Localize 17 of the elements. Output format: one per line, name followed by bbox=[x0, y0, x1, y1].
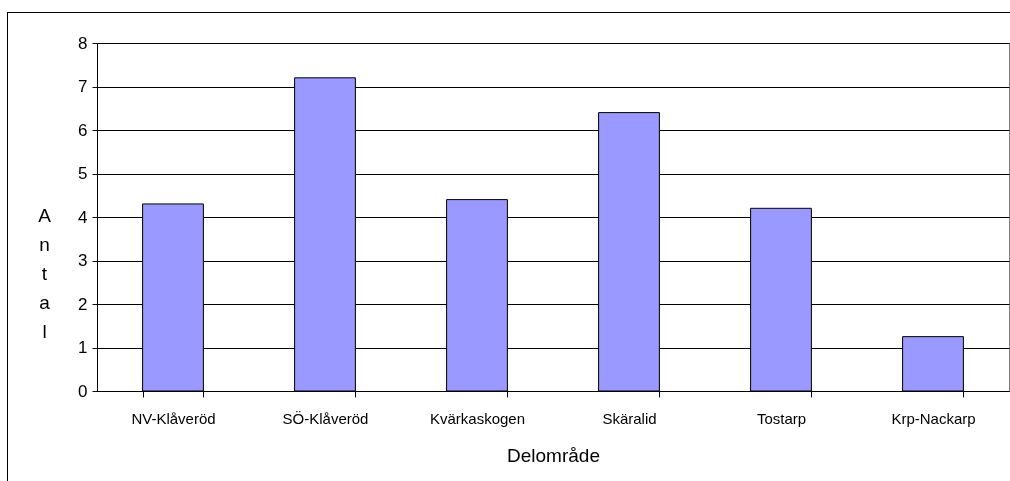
x-axis-title: Delområde bbox=[507, 444, 600, 466]
y-tick-label: 8 bbox=[78, 33, 88, 53]
y-axis-title: Antal bbox=[38, 204, 52, 342]
x-tick-label: NV-Klåveröd bbox=[131, 409, 216, 427]
y-tick-label: 0 bbox=[78, 381, 88, 401]
y-tick-label: 5 bbox=[78, 164, 88, 183]
y-tick-label: 4 bbox=[78, 207, 88, 227]
y-tick-label: 2 bbox=[78, 294, 88, 314]
x-tick-label: Krp-Nackarp bbox=[891, 409, 976, 427]
x-tick-label: Skäralid bbox=[602, 409, 657, 427]
x-tick-label: Tostarp bbox=[756, 409, 807, 427]
y-tick-label: 1 bbox=[78, 338, 88, 357]
y-tick-label: 7 bbox=[78, 77, 88, 96]
y-tick-label: 3 bbox=[78, 251, 88, 270]
y-tick-label: 6 bbox=[78, 120, 88, 140]
x-tick-label: Kvärkaskogen bbox=[429, 409, 526, 427]
x-tick-label: SÖ-Klåveröd bbox=[282, 409, 369, 427]
